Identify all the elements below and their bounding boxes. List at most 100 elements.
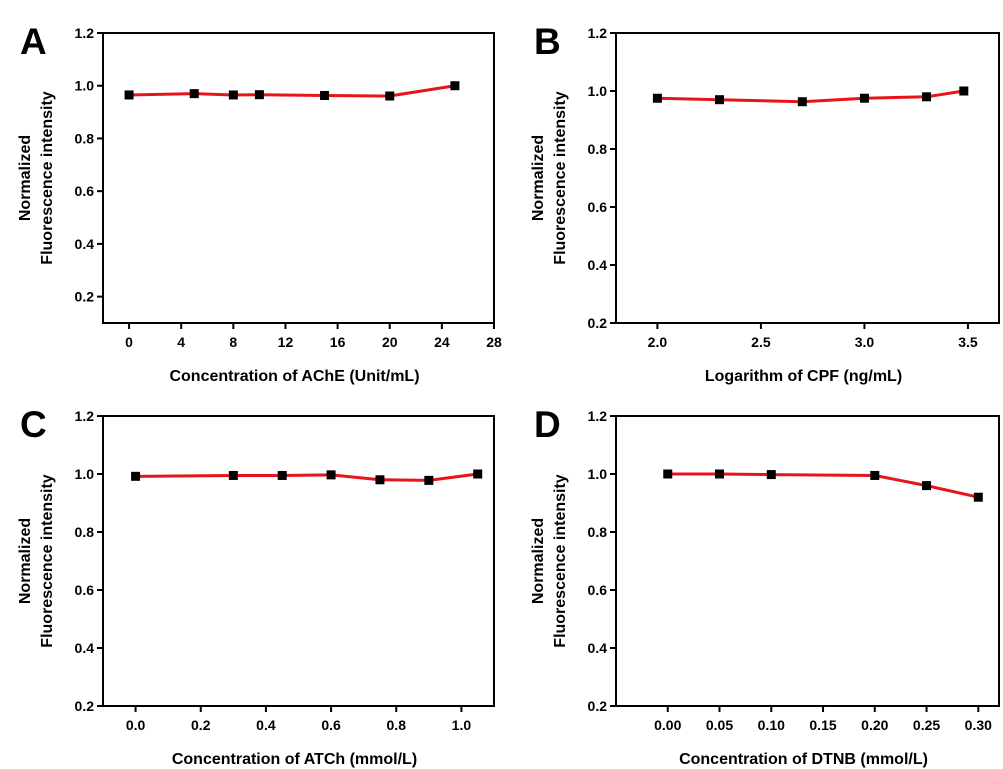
y-tick-label: 0.4 <box>75 640 95 656</box>
y-tick-label: 0.8 <box>75 524 95 540</box>
x-axis-label: Concentration of DTNB (mmol/L) <box>679 751 928 768</box>
x-tick-label: 0.05 <box>706 717 733 733</box>
y-tick-label: 1.0 <box>75 78 95 94</box>
y-axis-label: Fluorescence intensity <box>552 91 569 264</box>
x-tick-label: 24 <box>434 334 450 350</box>
data-point-marker <box>424 475 434 485</box>
panel-letter: C <box>20 404 47 445</box>
y-tick-label: 1.2 <box>75 25 95 41</box>
data-point-marker <box>766 470 776 480</box>
data-point-marker <box>715 469 725 479</box>
x-tick-label: 16 <box>330 334 346 350</box>
y-tick-label: 0.2 <box>75 289 95 305</box>
data-point-marker <box>228 90 238 100</box>
series-line <box>657 89 965 104</box>
data-point-marker <box>922 481 932 491</box>
y-axis-label: Fluorescence intensity <box>39 91 56 264</box>
plot-frame <box>102 32 495 324</box>
x-tick-label: 0.10 <box>758 717 785 733</box>
x-tick-label: 0.20 <box>861 717 888 733</box>
data-point-marker <box>131 471 141 481</box>
data-point-marker <box>228 470 238 480</box>
data-point-marker <box>859 93 869 103</box>
x-tick-label: 8 <box>229 334 237 350</box>
data-point-marker <box>254 90 264 100</box>
y-tick-label: 0.4 <box>588 257 608 273</box>
x-tick-label: 0.6 <box>321 717 341 733</box>
y-tick-label: 1.2 <box>588 408 608 424</box>
plot-frame <box>102 415 495 707</box>
y-tick-label: 0.4 <box>75 236 95 252</box>
data-point-marker <box>922 92 932 102</box>
data-point-marker <box>715 95 725 105</box>
x-tick-label: 0.30 <box>965 717 992 733</box>
series-line <box>667 472 979 499</box>
x-tick-label: 3.5 <box>958 334 978 350</box>
y-tick-label: 1.0 <box>75 466 95 482</box>
y-tick-label: 0.8 <box>75 130 95 146</box>
data-point-marker <box>277 470 287 480</box>
x-axis-label: Logarithm of CPF (ng/mL) <box>705 368 902 385</box>
plot-frame <box>615 415 1000 707</box>
y-axis-label: Normalized <box>17 518 34 604</box>
x-axis-label: Concentration of ATCh (mmol/L) <box>172 751 417 768</box>
y-axis-label: Normalized <box>17 135 34 221</box>
x-tick-label: 0.25 <box>913 717 940 733</box>
x-tick-label: 20 <box>382 334 398 350</box>
data-point-marker <box>797 97 807 107</box>
y-tick-label: 0.6 <box>588 582 608 598</box>
x-tick-label: 28 <box>486 334 502 350</box>
plot-frame <box>615 32 1000 324</box>
y-axis-label: Normalized <box>530 135 547 221</box>
data-point-marker <box>959 86 969 96</box>
x-tick-label: 0.8 <box>387 717 407 733</box>
y-tick-label: 0.6 <box>75 582 95 598</box>
x-tick-label: 0.15 <box>809 717 836 733</box>
panel-letter: D <box>534 404 561 445</box>
y-tick-label: 0.8 <box>588 141 608 157</box>
x-axis-label: Concentration of AChE (Unit/mL) <box>169 368 419 385</box>
chart-panel-c: C 0.2 0.4 0.6 0.8 1.0 1.2 0.0 0.2 0.4 0.6 0.8 1.0 Con… <box>17 404 495 768</box>
y-tick-label: 1.0 <box>588 466 608 482</box>
data-point-marker <box>973 492 983 502</box>
data-point-marker <box>326 470 336 480</box>
y-tick-label: 0.8 <box>588 524 608 540</box>
data-point-marker <box>450 81 460 91</box>
panel-letter: A <box>20 21 47 62</box>
y-tick-label: 0.2 <box>588 315 608 331</box>
y-tick-label: 1.0 <box>588 83 608 99</box>
x-tick-label: 0.0 <box>126 717 146 733</box>
x-tick-label: 12 <box>278 334 294 350</box>
x-tick-label: 1.0 <box>452 717 472 733</box>
data-point-marker <box>375 475 385 485</box>
data-point-marker <box>870 470 880 480</box>
x-tick-label: 2.0 <box>648 334 668 350</box>
x-tick-label: 3.0 <box>855 334 875 350</box>
y-tick-label: 1.2 <box>588 25 608 41</box>
data-point-marker <box>652 93 662 103</box>
x-tick-label: 4 <box>177 334 185 350</box>
y-axis-label: Fluorescence intensity <box>39 474 56 647</box>
data-point-marker <box>189 89 199 99</box>
x-tick-label: 0.00 <box>654 717 681 733</box>
x-tick-label: 0.4 <box>256 717 276 733</box>
data-point-marker <box>124 90 134 100</box>
chart-panel-a: A 0.2 0.4 0.6 0.8 1.0 1.2 0 4 8 12 16 20 24 28 Concentr… <box>17 21 502 385</box>
y-tick-label: 1.2 <box>75 408 95 424</box>
x-tick-label: 0.2 <box>191 717 211 733</box>
y-axis-label: Fluorescence intensity <box>552 474 569 647</box>
x-tick-label: 0 <box>125 334 133 350</box>
data-point-marker <box>385 91 395 101</box>
data-point-marker <box>320 90 330 100</box>
series-line <box>129 84 456 98</box>
y-tick-label: 0.4 <box>588 640 608 656</box>
panel-letter: B <box>534 21 561 62</box>
y-tick-label: 0.2 <box>75 698 95 714</box>
data-point-marker <box>663 469 673 479</box>
x-tick-label: 2.5 <box>751 334 771 350</box>
chart-panel-d: D 0.2 0.4 0.6 0.8 1.0 1.2 0.00 0.05 0.10 0.15 0.20 0… <box>530 404 1000 768</box>
y-tick-label: 0.6 <box>75 183 95 199</box>
y-tick-label: 0.2 <box>588 698 608 714</box>
data-point-marker <box>473 469 483 479</box>
